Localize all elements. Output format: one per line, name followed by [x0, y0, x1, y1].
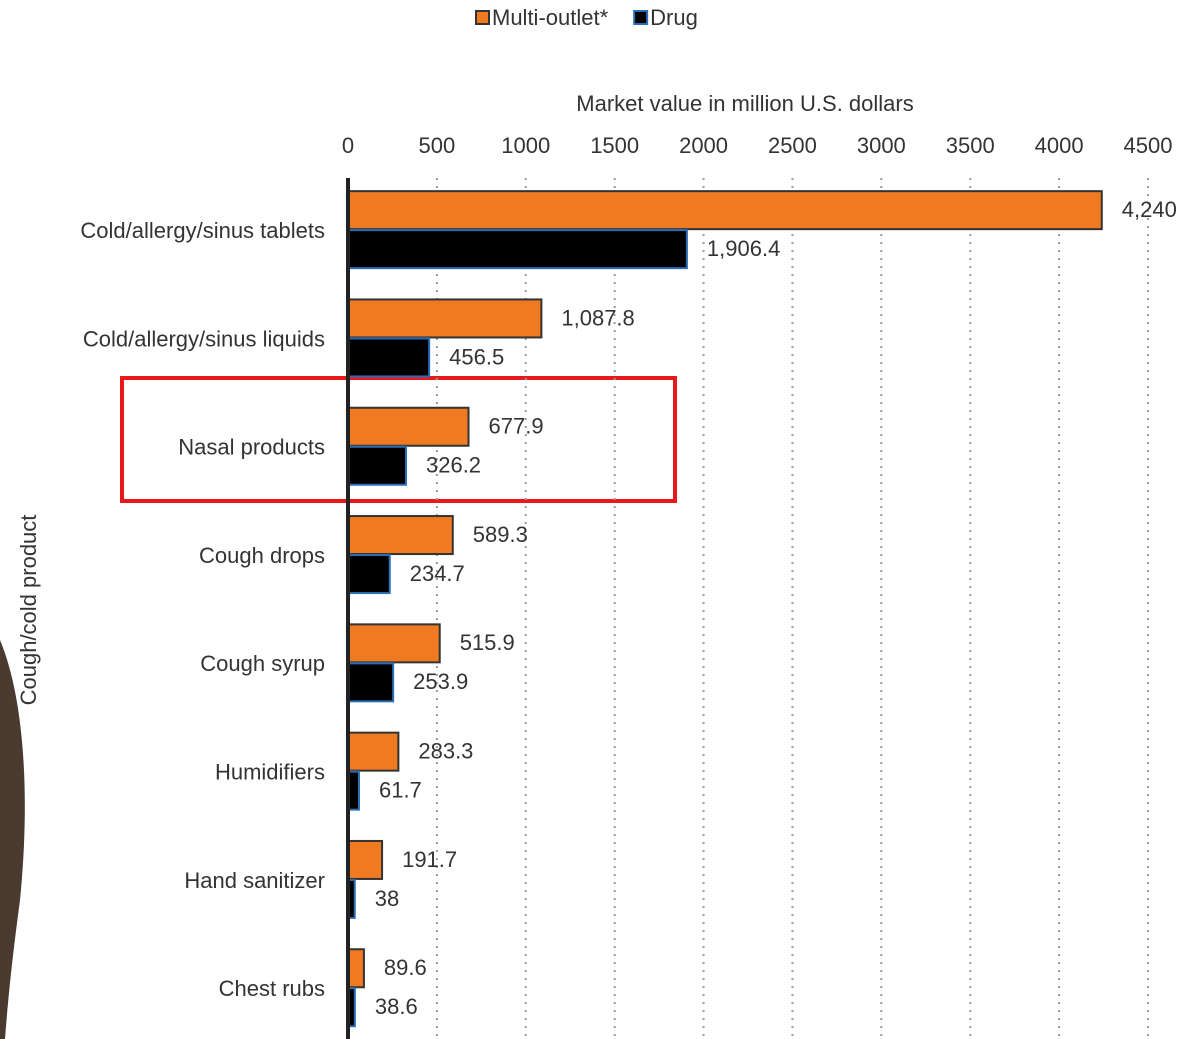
x-tick-label: 3500 — [946, 133, 995, 158]
y-tick-label: Nasal products — [178, 435, 325, 460]
bar — [347, 623, 441, 664]
value-label: 456.5 — [449, 344, 504, 369]
bar — [347, 190, 1103, 231]
bar — [347, 229, 688, 270]
x-tick-label: 2500 — [768, 133, 817, 158]
legend-label: Drug — [650, 5, 698, 30]
value-label: 283.3 — [418, 738, 473, 763]
value-label: 589.3 — [473, 522, 528, 547]
y-tick-label: Chest rubs — [219, 976, 325, 1001]
value-label: 326.2 — [426, 453, 481, 478]
y-tick-label: Cold/allergy/sinus liquids — [83, 326, 325, 351]
value-label: 61.7 — [379, 777, 422, 802]
legend-swatch — [633, 10, 649, 25]
value-label: 1,906.4 — [707, 236, 780, 261]
bar — [347, 298, 543, 339]
value-label: 515.9 — [460, 630, 515, 655]
x-tick-label: 0 — [342, 133, 354, 158]
y-tick-label: Hand sanitizer — [184, 868, 325, 893]
x-tick-label: 3000 — [857, 133, 906, 158]
bar — [347, 337, 431, 378]
x-tick-label: 4500 — [1124, 133, 1173, 158]
value-label: 38.6 — [375, 994, 418, 1019]
y-tick-label: Cough drops — [199, 543, 325, 568]
bar — [347, 662, 395, 703]
highlight-box — [120, 376, 677, 503]
bar — [347, 839, 384, 880]
value-label: 253.9 — [413, 669, 468, 694]
y-tick-label: Cold/allergy/sinus tablets — [80, 218, 325, 243]
x-axis-title: Market value in million U.S. dollars — [576, 91, 913, 116]
y-tick-label: Humidifiers — [215, 759, 325, 784]
x-tick-label: 500 — [419, 133, 456, 158]
background-photo-edge — [0, 640, 25, 1039]
x-tick-label: 1000 — [501, 133, 550, 158]
bar — [347, 406, 470, 447]
legend-swatch — [475, 10, 490, 25]
x-tick-label: 1500 — [590, 133, 639, 158]
y-axis-title: Cough/cold product — [16, 515, 41, 706]
bar — [347, 515, 454, 556]
bar — [347, 948, 365, 989]
value-label: 234.7 — [410, 561, 465, 586]
bar — [347, 554, 391, 595]
value-label: 4,240 — [1122, 197, 1177, 222]
value-label: 1,087.8 — [561, 305, 634, 330]
bar — [347, 445, 407, 486]
legend-label: Multi-outlet* — [492, 5, 609, 30]
x-tick-label: 4000 — [1035, 133, 1084, 158]
value-label: 191.7 — [402, 847, 457, 872]
x-tick-label: 2000 — [679, 133, 728, 158]
value-label: 89.6 — [384, 955, 427, 980]
value-label: 677.9 — [489, 414, 544, 439]
y-tick-label: Cough syrup — [200, 651, 325, 676]
bar — [347, 731, 400, 772]
value-label: 38 — [375, 886, 399, 911]
